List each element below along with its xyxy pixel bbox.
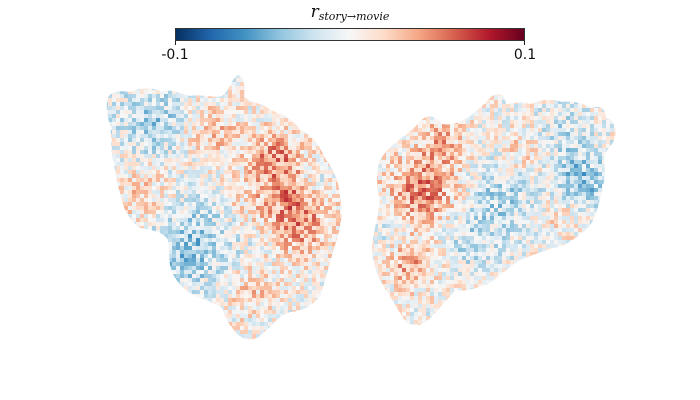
left-hemisphere-flatmap	[106, 75, 342, 340]
colorbar-title: rstory→movie	[0, 2, 700, 23]
colorbar-title-main: r	[310, 2, 319, 22]
colorbar-title-subscript: story→movie	[318, 10, 390, 23]
colorbar-tick-label-max: 0.1	[513, 47, 537, 63]
colorbar-tick-min	[175, 41, 176, 45]
colorbar-tick-label-min: -0.1	[161, 47, 189, 63]
right-hemisphere-flatmap	[372, 94, 616, 326]
colorbar-gradient	[175, 28, 525, 41]
colorbar-tick-max	[524, 41, 525, 45]
